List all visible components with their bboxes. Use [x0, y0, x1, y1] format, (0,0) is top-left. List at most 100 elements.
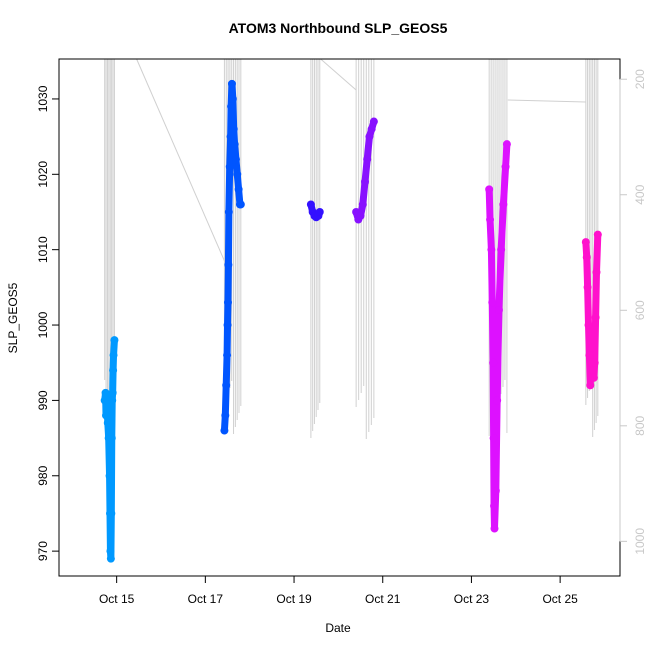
- data-point: [229, 125, 238, 134]
- data-point: [585, 351, 594, 360]
- right-tick-label: 400: [633, 184, 647, 204]
- data-point: [224, 207, 233, 216]
- data-point: [590, 358, 599, 367]
- data-point: [583, 283, 592, 292]
- data-point: [233, 170, 242, 179]
- data-point: [223, 351, 232, 360]
- data-point: [358, 200, 367, 209]
- data-point: [356, 211, 365, 220]
- y-tick-label: 990: [36, 390, 50, 410]
- data-point: [497, 245, 506, 254]
- data-point: [363, 155, 372, 164]
- data-point: [592, 268, 601, 277]
- data-point: [108, 388, 117, 397]
- data-point: [223, 298, 232, 307]
- data-point: [591, 313, 600, 322]
- data-point: [105, 471, 114, 480]
- x-tick-label: Oct 25: [542, 592, 578, 606]
- data-point: [315, 207, 324, 216]
- data-point: [588, 366, 597, 375]
- data-point: [584, 321, 593, 330]
- x-tick-label: Oct 21: [365, 592, 401, 606]
- data-point: [593, 230, 602, 239]
- series-2: [220, 79, 245, 435]
- series-6: [581, 230, 602, 390]
- x-tick-label: Oct 19: [276, 592, 312, 606]
- right-tick-label: 800: [633, 415, 647, 435]
- data-point: [101, 388, 110, 397]
- data-point: [488, 298, 497, 307]
- data-point: [236, 200, 245, 209]
- data-point: [581, 238, 590, 247]
- data-point: [490, 501, 499, 510]
- profile-connector: [507, 99, 586, 103]
- y-tick-label: 970: [36, 541, 50, 561]
- data-point: [107, 509, 116, 518]
- data-point: [487, 245, 496, 254]
- series-1: [100, 336, 119, 563]
- data-point: [224, 260, 233, 269]
- data-point: [586, 381, 595, 390]
- plot-frame: [58, 58, 621, 577]
- data-point: [223, 321, 232, 330]
- series-5: [485, 140, 511, 533]
- data-point: [502, 140, 511, 149]
- y-axis: 970 980 990 1000 1010 1020 1030: [36, 85, 60, 561]
- data-point: [589, 373, 598, 382]
- y-axis-label: SLP_GEOS5: [6, 282, 20, 353]
- data-point: [109, 366, 118, 375]
- y-tick-label: 1000: [36, 311, 50, 338]
- y-tick-label: 980: [36, 465, 50, 485]
- data-marks: [100, 79, 602, 563]
- y-tick-label: 1030: [36, 85, 50, 112]
- data-point: [103, 419, 112, 428]
- x-axis: Oct 15 Oct 17 Oct 19 Oct 21 Oct 23 Oct 25: [99, 575, 578, 606]
- data-point: [486, 215, 495, 224]
- data-point: [231, 155, 240, 164]
- data-point: [107, 434, 116, 443]
- data-point: [102, 411, 111, 420]
- data-point: [367, 125, 376, 134]
- data-point: [494, 305, 503, 314]
- data-point: [221, 411, 230, 420]
- data-point: [369, 117, 378, 126]
- data-point: [501, 162, 510, 171]
- data-point: [109, 351, 118, 360]
- data-point: [227, 79, 236, 88]
- x-axis-label: Date: [325, 621, 351, 635]
- chart-title: ATOM3 Northbound SLP_GEOS5: [229, 20, 448, 36]
- x-tick-label: Oct 23: [454, 592, 490, 606]
- profile-connector: [136, 58, 228, 269]
- data-point: [228, 94, 237, 103]
- right-axis: 200 400 600 800 1000: [619, 69, 647, 555]
- data-point: [227, 102, 236, 111]
- y-tick-label: 1020: [36, 161, 50, 188]
- data-point: [499, 200, 508, 209]
- data-point: [489, 434, 498, 443]
- data-point: [226, 132, 235, 141]
- data-point: [110, 336, 119, 345]
- data-point: [106, 554, 115, 563]
- data-point: [491, 486, 500, 495]
- data-point: [582, 253, 591, 262]
- data-point: [106, 547, 115, 556]
- data-point: [489, 358, 498, 367]
- right-tick-label: 1000: [633, 528, 647, 555]
- series-3: [306, 200, 324, 222]
- right-tick-label: 600: [633, 300, 647, 320]
- data-point: [225, 162, 234, 171]
- data-point: [222, 381, 231, 390]
- data-point: [230, 140, 239, 149]
- data-point: [220, 426, 229, 435]
- data-point: [493, 396, 502, 405]
- profile-lines: [104, 58, 599, 439]
- x-tick-label: Oct 17: [188, 592, 224, 606]
- data-point: [361, 177, 369, 186]
- data-point: [588, 343, 597, 352]
- data-point: [485, 185, 494, 194]
- data-point: [490, 524, 499, 533]
- right-tick-label: 200: [633, 69, 647, 89]
- series-4: [352, 117, 378, 224]
- data-point: [306, 200, 315, 209]
